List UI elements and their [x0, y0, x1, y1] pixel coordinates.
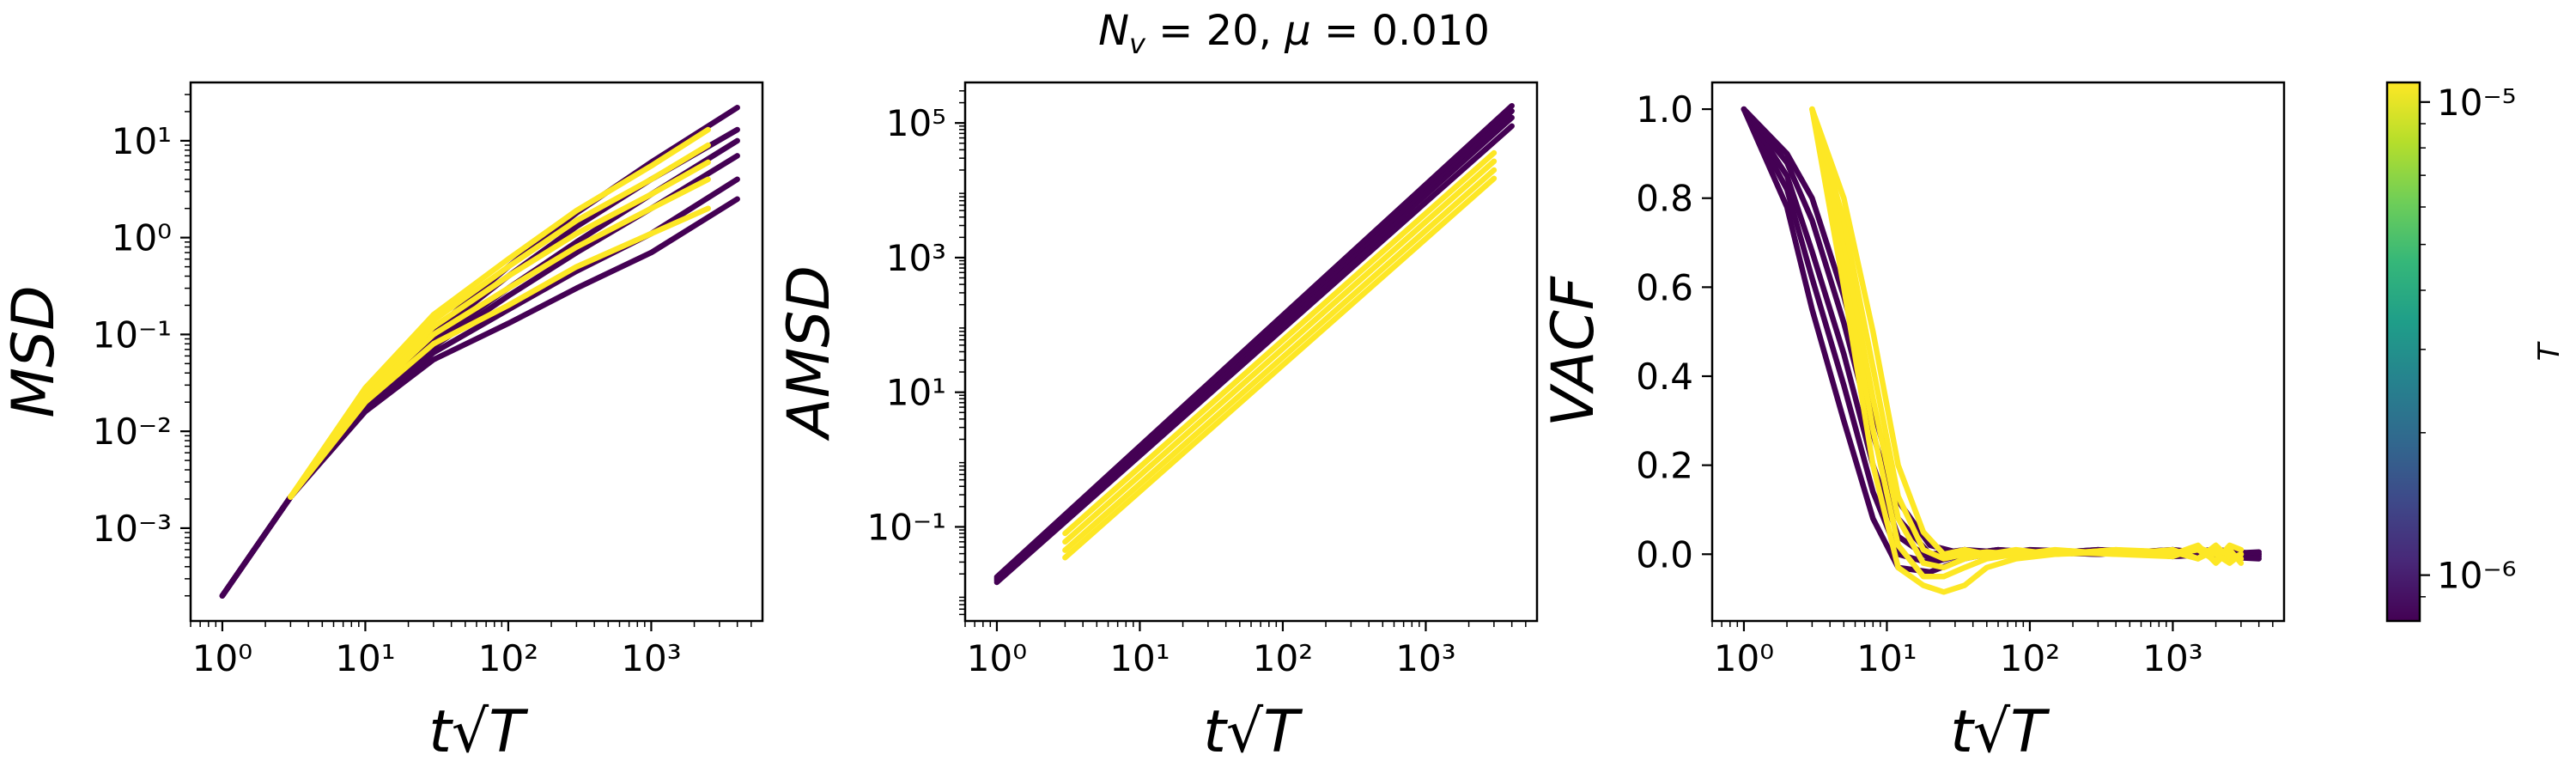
x-tick-label: 10⁰ [1714, 637, 1774, 679]
x-tick-label: 10¹ [335, 637, 395, 679]
colorbar-frame [2385, 81, 2421, 623]
y-tick-label: 10⁻³ [93, 508, 172, 550]
x-tick-label: 10² [2000, 637, 2060, 679]
series-line-4 [1062, 175, 1498, 561]
series-line-3 [219, 137, 740, 599]
x-tick-label: 10² [478, 637, 538, 679]
x-tick-label: 10² [1253, 637, 1313, 679]
colorbar-tick-label: 10⁻⁶ [2437, 555, 2516, 597]
series-line-5 [1062, 167, 1498, 553]
x-tick-label: 10³ [1395, 637, 1455, 679]
colorbar-gradient [2387, 82, 2420, 621]
y-axis-label: VACF [1540, 276, 1607, 427]
x-tick-label: 10¹ [1109, 637, 1170, 679]
series-line-7 [288, 176, 711, 500]
y-tick-label: 10¹ [112, 120, 172, 162]
x-axis-label: t√T [1950, 698, 2050, 766]
series-line-7 [1062, 149, 1498, 537]
y-tick-label: 0.0 [1636, 533, 1693, 575]
y-tick-label: 10⁻² [93, 411, 172, 453]
series-group [219, 105, 740, 599]
series-line-10 [288, 126, 711, 500]
colorbar-ticks: 10⁻⁶ 10⁻⁵ [2420, 82, 2516, 598]
x-tick-label: 10³ [621, 637, 681, 679]
series-line-0 [1741, 106, 2262, 575]
y-axis-label: MSD [0, 285, 68, 417]
axes-frame [1710, 81, 2286, 623]
x-axis-label: t√T [428, 698, 528, 766]
y-tick-label: 0.2 [1636, 445, 1693, 487]
colorbar-label: T [2532, 341, 2567, 361]
y-axis-label: AMSD [775, 265, 843, 441]
series-line-3 [993, 102, 1515, 581]
y-tick-label: 0.4 [1636, 356, 1693, 398]
y-tick-label: 0.8 [1636, 178, 1693, 220]
series-line-2 [219, 153, 740, 599]
series-group [1741, 106, 2262, 595]
series-line-1 [219, 176, 740, 599]
y-tick-label: 0.6 [1636, 266, 1693, 308]
x-tick-label: 10⁰ [967, 637, 1027, 679]
y-tick-label: 10³ [886, 237, 946, 279]
vacf-panel: 10⁰ 10¹ 10² 10³ 0.0 0.2 0.4 0.6 0.8 1.0 t√T VACF [1540, 81, 2286, 766]
series-line-4 [219, 126, 740, 599]
msd-panel: 10⁰ 10¹ 10² 10³ 10⁻³ 10⁻² 10⁻¹ 10⁰ 10¹ t√T MSD [0, 81, 764, 766]
x-tick-label: 10³ [2142, 637, 2202, 679]
y-tick-label: 10¹ [886, 372, 946, 414]
amsd-panel: 10⁰ 10¹ 10² 10³ 10⁻¹ 10¹ 10³ 10⁵ t√T AMSD [775, 81, 1539, 766]
colorbar: 10⁻⁶ 10⁻⁵ T [2385, 81, 2567, 623]
series-line-0 [219, 196, 740, 599]
series-line-5 [219, 105, 740, 599]
series-group [993, 102, 1515, 586]
y-tick-label: 1.0 [1636, 88, 1693, 131]
series-line-6 [1062, 158, 1498, 545]
y-tick-label: 10⁵ [886, 102, 946, 144]
colorbar-tick-label: 10⁻⁵ [2437, 82, 2516, 124]
x-tick-label: 10⁰ [192, 637, 252, 679]
x-tick-label: 10¹ [1856, 637, 1917, 679]
y-tick-label: 10⁰ [112, 217, 172, 259]
y-tick-label: 10⁻¹ [867, 506, 946, 548]
figure-title-text: = 20, [1145, 7, 1285, 55]
x-axis-label: t√T [1203, 698, 1303, 766]
y-tick-label: 10⁻¹ [93, 313, 172, 356]
figure-title: Nv = 20, μ = 0.010 [1098, 7, 1490, 60]
series-line-9 [1809, 106, 2245, 562]
series-line-6 [288, 205, 711, 500]
